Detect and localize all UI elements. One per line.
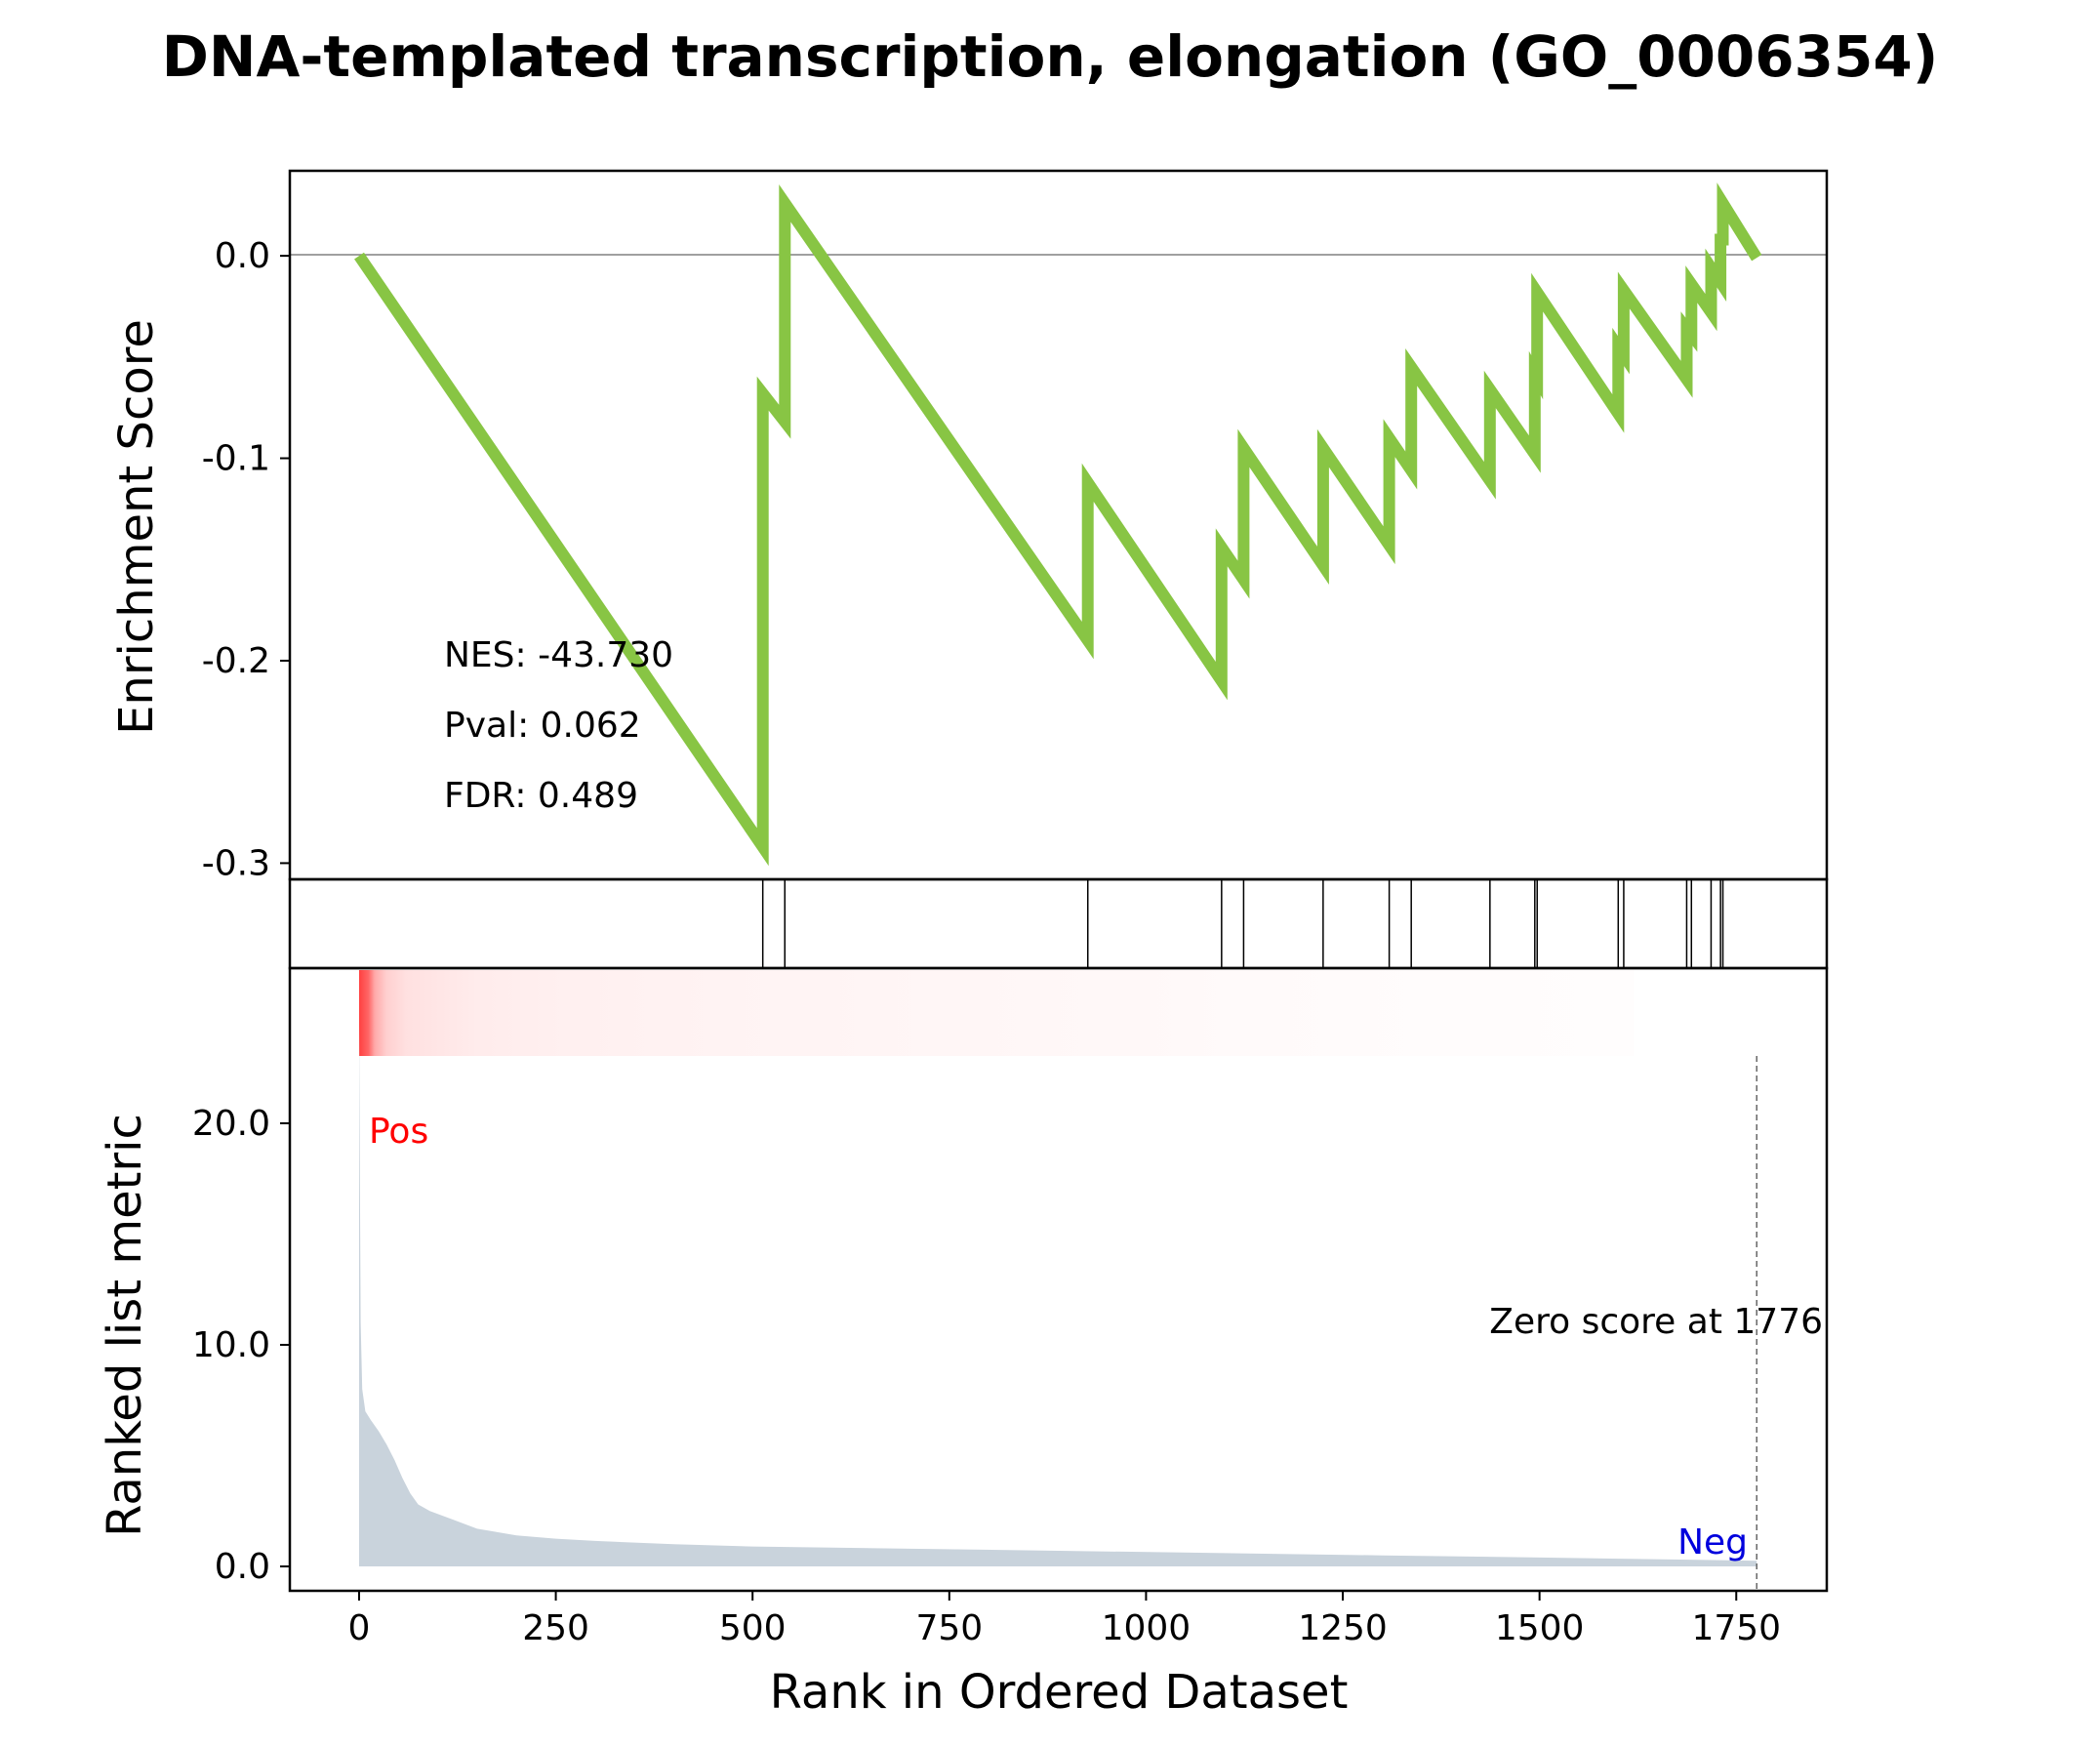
es-running-curve [354,183,1762,867]
x-tick-label: 500 [719,1608,787,1648]
neg-label: Neg [1677,1522,1748,1562]
nes-stat: NES: -43.730 [444,635,673,675]
x-tick-label: 1500 [1495,1608,1585,1648]
zero-score-annotation: Zero score at 1776 [1489,1302,1823,1342]
pos-label: Pos [369,1112,428,1152]
metric-x-axis-ticks: 0 250 500 750 1000 1250 1500 1750 [348,1591,1781,1648]
metric-y-tick-label: 0.0 [215,1547,270,1587]
x-tick-label: 750 [915,1608,983,1648]
metric-panel-frame [288,966,1829,1593]
enrichment-score-panel: 0.0 -0.1 -0.2 -0.3 Enrichment Score NES: -4… [109,169,1829,883]
figure-title: DNA-templated transcription, elongation … [162,23,1938,90]
es-y-tick-label: 0.0 [215,236,270,276]
x-tick-label: 1250 [1298,1608,1388,1648]
metric-y-tick-label: 10.0 [192,1325,270,1365]
pval-stat: Pval: 0.062 [444,706,641,746]
ranked-metric-panel: Pos Neg Zero score at 1776 0.0 10.0 20.0 0… [98,966,1829,1720]
fdr-stat: FDR: 0.489 [444,776,638,816]
es-y-tick-label: -0.3 [202,843,270,883]
hits-panel-frame [288,877,1829,970]
es-y-tick-label: -0.2 [202,641,270,681]
es-y-tick-label: -0.1 [202,439,270,479]
x-tick-label: 0 [348,1608,371,1648]
x-tick-label: 250 [522,1608,589,1648]
gene-hits-panel [288,877,1829,970]
metric-y-axis-ticks: 0.0 10.0 20.0 [192,1104,290,1587]
rank-heatmap-strip [358,970,1635,1056]
ranked-metric-area [359,1023,1757,1566]
metric-y-tick-label: 20.0 [192,1104,270,1144]
x-tick-label: 1750 [1691,1608,1781,1648]
x-tick-label: 1000 [1102,1608,1191,1648]
x-axis-label: Rank in Ordered Dataset [770,1665,1349,1720]
es-y-axis-ticks: 0.0 -0.1 -0.2 -0.3 [202,236,290,883]
hit-lines [761,879,1724,968]
es-panel-frame [288,169,1829,881]
metric-y-axis-label: Ranked list metric [98,1114,152,1537]
es-y-axis-label: Enrichment Score [109,319,164,735]
